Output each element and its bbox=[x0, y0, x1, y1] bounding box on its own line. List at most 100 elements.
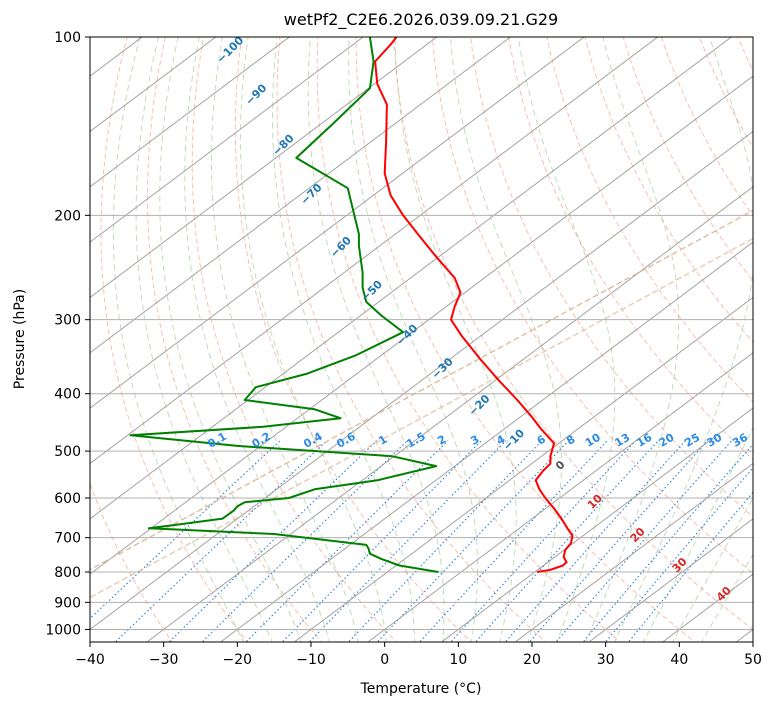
dry-adiabat bbox=[584, 37, 753, 343]
mixing-ratio-line bbox=[582, 443, 753, 642]
isotherm-line bbox=[90, 37, 733, 520]
isotherm-line bbox=[146, 186, 753, 642]
isotherm-line bbox=[661, 573, 753, 642]
mixing-ratio-line bbox=[474, 440, 659, 642]
mixing-ratio-label: 0.6 bbox=[334, 430, 358, 451]
moist-adiabat bbox=[517, 37, 616, 642]
moist-adiabat bbox=[613, 37, 753, 642]
pressure-grid bbox=[90, 37, 753, 630]
x-axis-ticks: −40 −30 −20 −10 0 10 20 30 40 50 bbox=[75, 642, 762, 668]
dewpoint-line bbox=[129, 37, 439, 573]
dry-adiabat bbox=[546, 37, 753, 403]
isotherm-line bbox=[293, 296, 753, 642]
y-tick-label: 800 bbox=[54, 565, 81, 581]
y-axis-ticks: 100 200 300 400 500 600 700 800 900 1000 bbox=[45, 30, 90, 638]
dry-adiabat bbox=[622, 37, 753, 282]
isotherm-line bbox=[90, 130, 753, 631]
chart-title: wetPf2_C2E6.2026.039.09.21.G29 bbox=[284, 10, 558, 30]
isotherm-label: 20 bbox=[628, 525, 648, 545]
mixing-ratio-label: 20 bbox=[657, 431, 677, 450]
x-tick-label: 10 bbox=[449, 652, 467, 668]
dry-adiabat bbox=[770, 24, 775, 645]
dry-adiabat bbox=[431, 37, 753, 574]
x-tick-label: 20 bbox=[523, 652, 541, 668]
y-tick-label: 300 bbox=[54, 313, 81, 329]
dry-adiabat bbox=[147, 37, 323, 642]
mixing-ratio-line bbox=[347, 440, 543, 642]
mixing-ratio-label: 3 bbox=[468, 433, 481, 448]
y-tick-label: 400 bbox=[54, 387, 81, 403]
isotherm-line bbox=[367, 352, 753, 642]
isotherm-line bbox=[90, 37, 585, 409]
x-axis-label: Temperature (°C) bbox=[360, 681, 482, 697]
mixing-ratio-line bbox=[418, 440, 608, 642]
dry-adiabat bbox=[508, 37, 753, 461]
moist-adiabat bbox=[211, 37, 359, 642]
mixing-ratio-line bbox=[201, 440, 408, 642]
isotherm-line bbox=[514, 462, 753, 642]
dry-adiabat bbox=[90, 482, 173, 642]
mixing-ratio-label: 8 bbox=[564, 433, 577, 448]
isotherm-label: −30 bbox=[429, 355, 456, 382]
dry-adiabat bbox=[699, 37, 753, 149]
ice-saturation-line bbox=[90, 209, 753, 571]
moist-adiabat bbox=[112, 37, 244, 642]
mixing-ratio-line bbox=[281, 440, 482, 642]
mixing-ratio-line bbox=[245, 440, 449, 642]
dry-adiabat bbox=[393, 37, 753, 630]
isotherm-label: 10 bbox=[585, 492, 605, 512]
isotherm-line bbox=[588, 518, 753, 642]
dry-adiabat bbox=[276, 37, 547, 642]
mixing-ratio-line bbox=[555, 440, 733, 642]
x-tick-label: 0 bbox=[380, 652, 389, 668]
x-tick-label: 50 bbox=[744, 652, 762, 668]
isotherm-label: −20 bbox=[466, 392, 493, 419]
x-tick-label: 30 bbox=[597, 652, 615, 668]
y-axis-label: Pressure (hPa) bbox=[12, 289, 28, 389]
mixing-ratio-label: 16 bbox=[635, 431, 655, 450]
isotherm-line bbox=[90, 37, 438, 299]
ice-saturation-line bbox=[90, 237, 753, 599]
isotherm-label: −60 bbox=[328, 234, 355, 261]
mixing-ratio-label: 2 bbox=[435, 433, 448, 448]
dry-adiabat bbox=[660, 37, 753, 217]
mixing-ratio-label: 36 bbox=[730, 431, 750, 450]
isotherm-label: −90 bbox=[243, 81, 270, 108]
plot-frame bbox=[89, 36, 754, 643]
moist-adiabat bbox=[394, 37, 517, 642]
isotherm-line bbox=[90, 37, 659, 465]
isotherm-line bbox=[0, 24, 12, 645]
mixing-ratio-label: 13 bbox=[612, 431, 632, 450]
y-tick-label: 900 bbox=[54, 595, 81, 611]
temperature-line bbox=[374, 37, 574, 573]
isotherm-line bbox=[90, 37, 512, 354]
mixing-ratio-line bbox=[90, 440, 281, 620]
y-tick-label: 100 bbox=[54, 30, 81, 46]
isotherm-label: −40 bbox=[394, 322, 421, 349]
mixing-ratio-line bbox=[604, 467, 753, 642]
moist-adiabat bbox=[450, 37, 562, 642]
isotherm-label: 0 bbox=[553, 458, 568, 473]
mixing-ratio-line bbox=[114, 440, 328, 642]
moist-adiabat bbox=[159, 37, 302, 642]
mixing-ratio-label: 0.4 bbox=[301, 430, 325, 451]
isotherm-line bbox=[440, 407, 753, 642]
y-tick-label: 700 bbox=[54, 531, 81, 547]
dry-adiabat bbox=[737, 37, 753, 72]
isotherm-line bbox=[90, 37, 291, 188]
mixing-ratio-label: 0.1 bbox=[205, 430, 228, 451]
x-tick-label: 40 bbox=[670, 652, 688, 668]
moist-adiabat bbox=[135, 37, 273, 642]
mixing-ratio-line bbox=[528, 440, 709, 642]
moist-adiabat bbox=[642, 426, 753, 642]
isotherm-label: −70 bbox=[298, 181, 325, 208]
moist-adiabat bbox=[272, 37, 416, 642]
isotherm-line bbox=[90, 75, 753, 575]
mixing-ratio-line bbox=[376, 440, 570, 642]
y-tick-label: 600 bbox=[54, 491, 81, 507]
x-tick-label: −10 bbox=[296, 652, 326, 668]
profile-series bbox=[129, 37, 574, 573]
y-tick-label: 1000 bbox=[45, 622, 81, 638]
isotherm-line bbox=[735, 628, 753, 642]
